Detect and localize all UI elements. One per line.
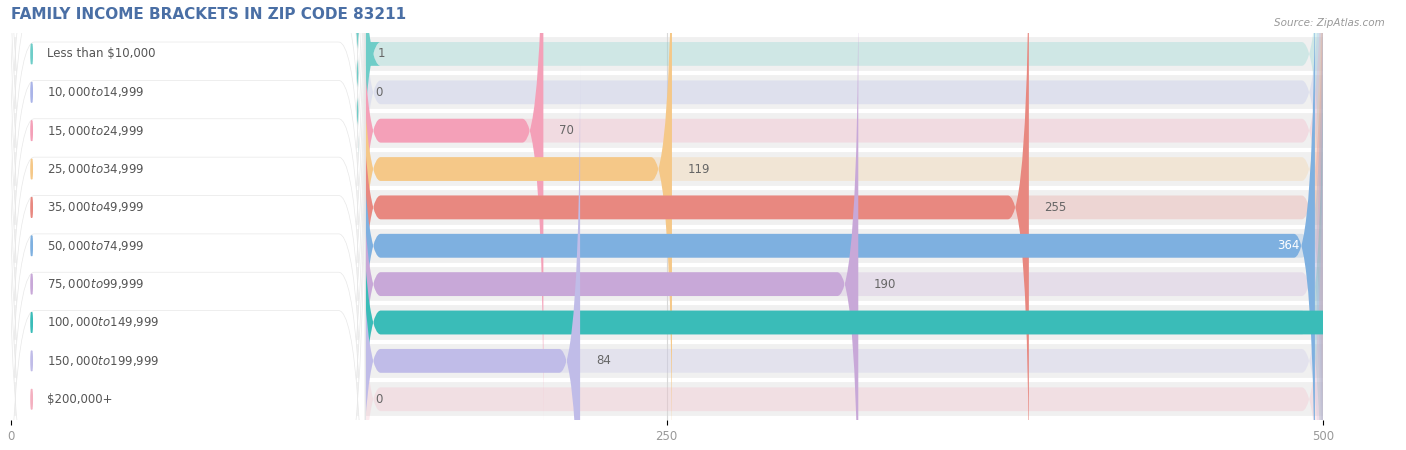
FancyBboxPatch shape xyxy=(360,0,1323,450)
FancyBboxPatch shape xyxy=(11,342,1323,380)
FancyBboxPatch shape xyxy=(360,27,1406,450)
FancyBboxPatch shape xyxy=(360,0,1323,426)
FancyBboxPatch shape xyxy=(11,188,1323,227)
FancyBboxPatch shape xyxy=(11,265,1323,303)
FancyBboxPatch shape xyxy=(8,0,366,450)
Text: 255: 255 xyxy=(1045,201,1067,214)
FancyBboxPatch shape xyxy=(360,0,1323,349)
Text: 84: 84 xyxy=(596,354,610,367)
FancyBboxPatch shape xyxy=(8,0,366,450)
Text: $10,000 to $14,999: $10,000 to $14,999 xyxy=(48,86,145,99)
Text: $150,000 to $199,999: $150,000 to $199,999 xyxy=(48,354,160,368)
FancyBboxPatch shape xyxy=(360,27,1323,450)
Text: $50,000 to $74,999: $50,000 to $74,999 xyxy=(48,239,145,253)
FancyBboxPatch shape xyxy=(360,0,1323,387)
FancyBboxPatch shape xyxy=(360,0,1315,450)
Text: $35,000 to $49,999: $35,000 to $49,999 xyxy=(48,200,145,214)
FancyBboxPatch shape xyxy=(360,0,1323,450)
FancyBboxPatch shape xyxy=(360,0,1029,450)
Text: $75,000 to $99,999: $75,000 to $99,999 xyxy=(48,277,145,291)
Text: 364: 364 xyxy=(1277,239,1299,252)
FancyBboxPatch shape xyxy=(360,0,858,450)
Text: 0: 0 xyxy=(375,393,382,406)
FancyBboxPatch shape xyxy=(8,0,366,450)
Text: 190: 190 xyxy=(875,278,897,291)
Text: 408: 408 xyxy=(1392,316,1406,329)
Text: 119: 119 xyxy=(688,162,710,176)
FancyBboxPatch shape xyxy=(360,0,1323,450)
Text: $25,000 to $34,999: $25,000 to $34,999 xyxy=(48,162,145,176)
Text: Less than $10,000: Less than $10,000 xyxy=(48,47,156,60)
FancyBboxPatch shape xyxy=(360,66,581,450)
FancyBboxPatch shape xyxy=(360,0,1323,450)
FancyBboxPatch shape xyxy=(8,0,366,450)
FancyBboxPatch shape xyxy=(360,66,1323,450)
FancyBboxPatch shape xyxy=(11,112,1323,150)
Text: 70: 70 xyxy=(560,124,574,137)
FancyBboxPatch shape xyxy=(360,104,1323,450)
Text: Source: ZipAtlas.com: Source: ZipAtlas.com xyxy=(1274,18,1385,28)
FancyBboxPatch shape xyxy=(8,66,366,450)
FancyBboxPatch shape xyxy=(342,0,381,349)
FancyBboxPatch shape xyxy=(8,0,366,426)
FancyBboxPatch shape xyxy=(11,380,1323,419)
FancyBboxPatch shape xyxy=(8,0,366,349)
FancyBboxPatch shape xyxy=(360,0,672,450)
Text: FAMILY INCOME BRACKETS IN ZIP CODE 83211: FAMILY INCOME BRACKETS IN ZIP CODE 83211 xyxy=(11,7,406,22)
FancyBboxPatch shape xyxy=(11,73,1323,112)
FancyBboxPatch shape xyxy=(360,0,543,426)
FancyBboxPatch shape xyxy=(11,35,1323,73)
FancyBboxPatch shape xyxy=(8,27,366,450)
Text: $200,000+: $200,000+ xyxy=(48,393,112,406)
Text: $100,000 to $149,999: $100,000 to $149,999 xyxy=(48,315,160,329)
FancyBboxPatch shape xyxy=(11,150,1323,188)
FancyBboxPatch shape xyxy=(8,104,366,450)
FancyBboxPatch shape xyxy=(8,0,366,387)
Text: 0: 0 xyxy=(375,86,382,99)
Text: 1: 1 xyxy=(378,47,385,60)
FancyBboxPatch shape xyxy=(11,227,1323,265)
FancyBboxPatch shape xyxy=(11,303,1323,342)
Text: $15,000 to $24,999: $15,000 to $24,999 xyxy=(48,124,145,138)
